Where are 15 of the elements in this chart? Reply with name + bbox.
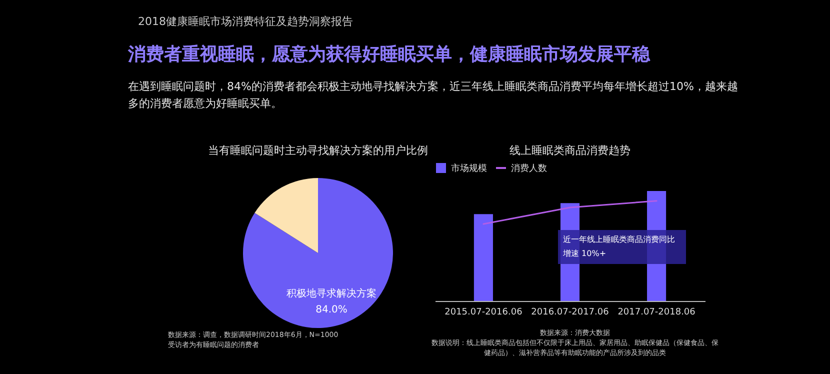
slice-label: 积极地寻求解决方案 [286,288,376,300]
pie-slice [243,178,393,328]
legend-label: 消费人数 [511,163,547,174]
text: 2018健康睡眠市场消费特征及趋势洞察报告 [138,14,353,29]
chart-title: 当有睡眠问题时主动寻找解决方案的用户比例 [208,144,428,157]
legend-label: 市场规模 [451,163,487,174]
data-label: 84.0% [316,304,348,316]
x-tick-label: 2017.07-2018.06 [618,308,696,318]
x-tick-label: 2016.07-2017.06 [531,308,610,318]
text: 在遇到睡眠问题时，84%的消费者都会积极主动地寻找解决方案，近三年线上睡眠类商品消费平均每年增长超过10%，越来越多的消费者愿意为好睡眠买单。 [128,79,738,112]
annotation: 近一年线上睡眠类商品消费同比增速 10%+ [558,230,686,264]
chart-title: 线上睡眠类商品消费趋势 [510,144,630,157]
x-tick-label: 2015.07-2016.06 [444,308,523,318]
pie-slice [254,178,318,253]
text: 消费者重视睡眠，愿意为获得好睡眠买单，健康睡眠市场发展平稳 [128,43,650,66]
